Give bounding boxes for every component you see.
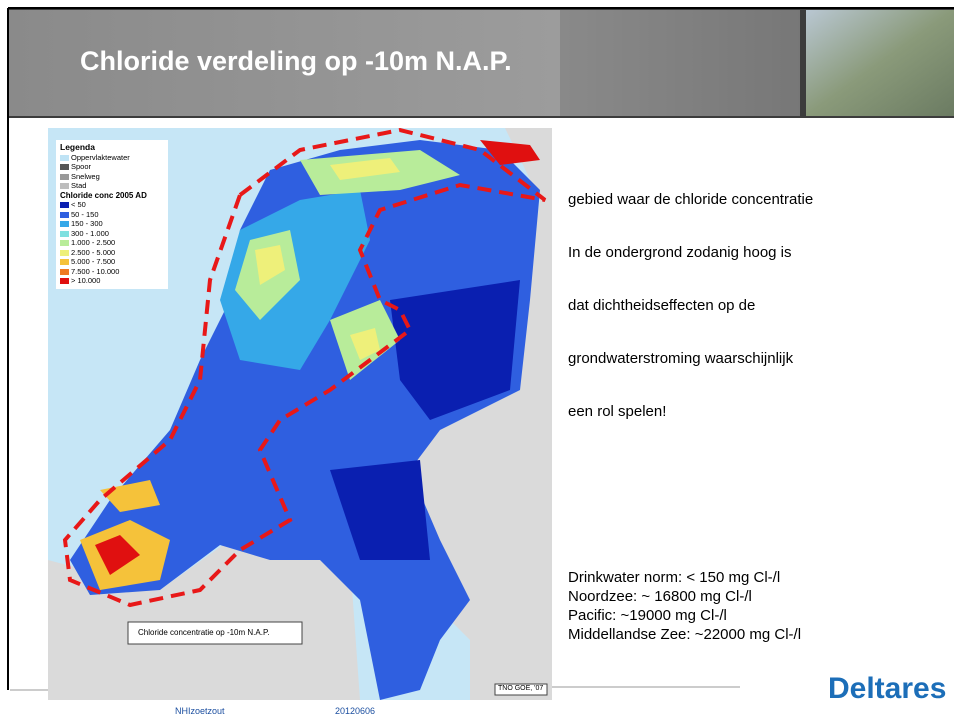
legend-swatch (60, 250, 69, 256)
legend-label: > 10.000 (71, 276, 100, 285)
fact-line: Pacific: ~19000 mg Cl-/l (568, 607, 727, 624)
legend-row: 50 - 150 (60, 210, 164, 220)
legend-row: < 50 (60, 200, 164, 210)
legend-label: 2.500 - 5.000 (71, 248, 115, 257)
legend-subtitle: Chloride conc 2005 AD (60, 191, 164, 201)
legend-swatch (60, 183, 69, 189)
legend-label: Spoor (71, 162, 91, 171)
legend-swatch (60, 240, 69, 246)
map-credit: TNO GOE, '07 (498, 685, 543, 692)
legend-row: Snelweg (60, 172, 164, 182)
fact-line: Noordzee: ~ 16800 mg Cl-/l (568, 588, 752, 605)
legend-swatch (60, 202, 69, 208)
legend-label: 1.000 - 2.500 (71, 238, 115, 247)
slide-graphics (0, 0, 954, 722)
legend-swatch (60, 269, 69, 275)
legend-row: 1.000 - 2.500 (60, 238, 164, 248)
body-line: een rol spelen! (568, 403, 666, 420)
legend-label: 300 - 1.000 (71, 229, 109, 238)
legend-row: 150 - 300 (60, 219, 164, 229)
body-line: gebied waar de chloride concentratie (568, 191, 813, 208)
logo: Deltares (828, 672, 946, 706)
fact-line: Middellandse Zee: ~22000 mg Cl-/l (568, 626, 801, 643)
legend-label: < 50 (71, 200, 86, 209)
legend-label: 150 - 300 (71, 219, 103, 228)
map-caption: Chloride concentratie op -10m N.A.P. (138, 628, 269, 637)
legend-row: 300 - 1.000 (60, 229, 164, 239)
legend-row: Spoor (60, 162, 164, 172)
slide-title: Chloride verdeling op -10m N.A.P. (80, 46, 512, 77)
body-line: In de ondergrond zodanig hoog is (568, 244, 792, 261)
slide: Chloride verdeling op -10m N.A.P. Legend… (0, 0, 954, 722)
legend-swatch (60, 259, 69, 265)
legend-swatch (60, 278, 69, 284)
legend-row: 2.500 - 5.000 (60, 248, 164, 258)
footer-left: NHIzoetzout (175, 706, 225, 716)
legend-label: 50 - 150 (71, 210, 99, 219)
legend-label: 7.500 - 10.000 (71, 267, 119, 276)
legend-label: Stad (71, 181, 86, 190)
header-photo (806, 10, 954, 116)
legend-title: Legenda (60, 143, 164, 153)
legend-swatch (60, 231, 69, 237)
legend-row: 5.000 - 7.500 (60, 257, 164, 267)
legend-row: 7.500 - 10.000 (60, 267, 164, 277)
legend-swatch (60, 212, 69, 218)
footer-right: 20120606 (335, 706, 375, 716)
legend-label: Snelweg (71, 172, 100, 181)
legend-swatch (60, 221, 69, 227)
legend-label: Oppervlaktewater (71, 153, 130, 162)
legend-label: 5.000 - 7.500 (71, 257, 115, 266)
legend-row: Stad (60, 181, 164, 191)
legend-row: > 10.000 (60, 276, 164, 286)
legend-swatch (60, 155, 69, 161)
body-line: dat dichtheidseffecten op de (568, 297, 755, 314)
legend-swatch (60, 164, 69, 170)
header-photo (560, 10, 800, 116)
fact-line: Drinkwater norm: < 150 mg Cl-/l (568, 569, 780, 586)
body-line: grondwaterstroming waarschijnlijk (568, 350, 793, 367)
legend-swatch (60, 174, 69, 180)
legend-row: Oppervlaktewater (60, 153, 164, 163)
